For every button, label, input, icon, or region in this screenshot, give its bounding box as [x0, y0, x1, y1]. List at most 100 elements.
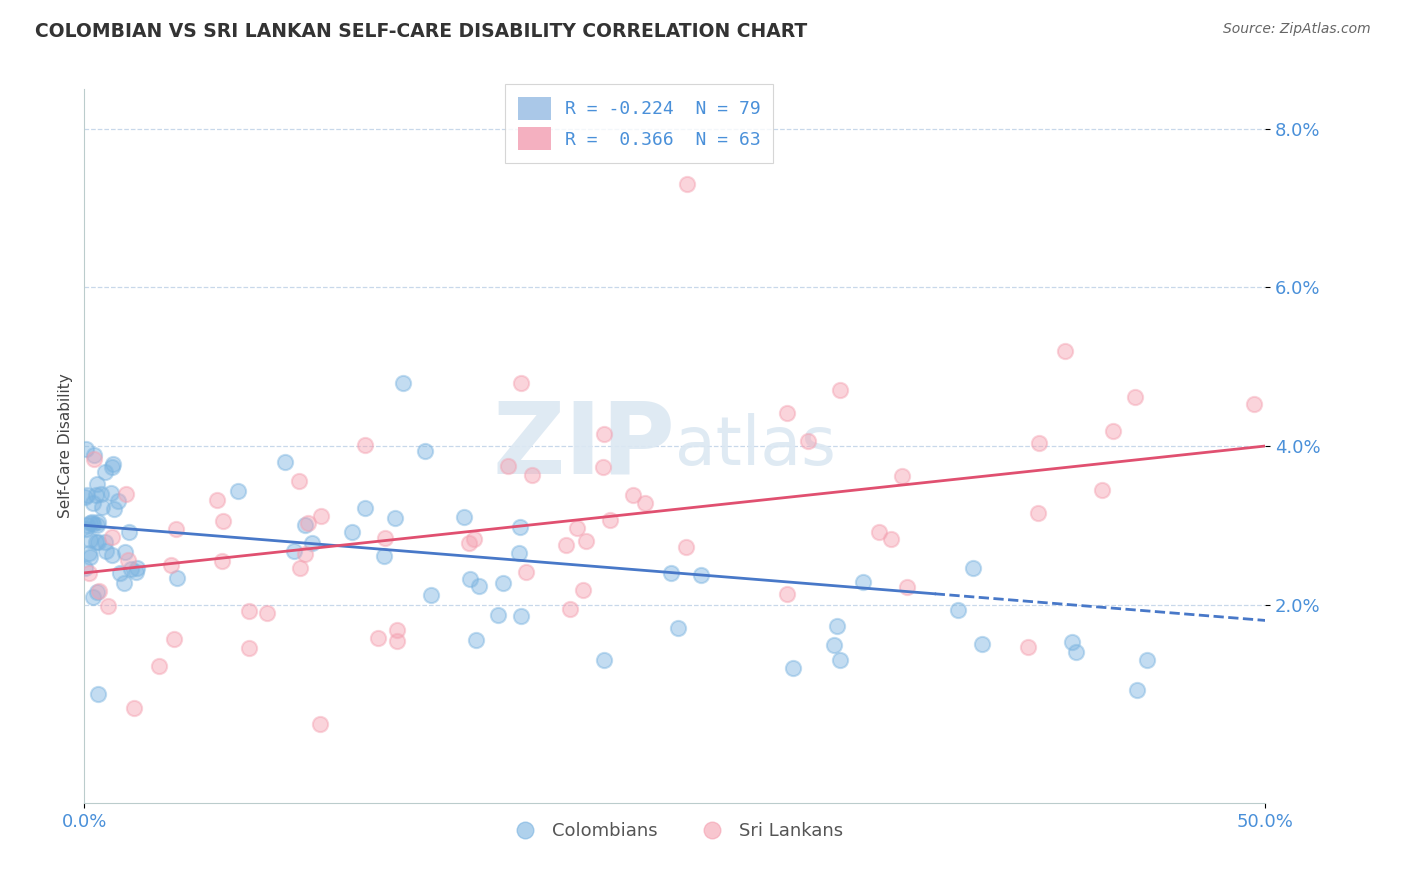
Point	[84, 487, 107, 501]
Point	[79, 516, 101, 531]
Point	[94, 544, 117, 558]
Point	[593, 653, 616, 667]
Text: atlas: atlas	[675, 413, 835, 479]
Point	[274, 455, 297, 469]
Point	[294, 547, 316, 561]
Point	[83, 448, 105, 462]
Point	[82, 590, 104, 604]
Point	[508, 546, 530, 560]
Point	[97, 599, 120, 613]
Point	[367, 631, 389, 645]
Point	[520, 467, 543, 482]
Point	[465, 632, 488, 647]
Point	[1066, 645, 1088, 659]
Point	[468, 578, 491, 592]
Point	[76, 488, 98, 502]
Point	[1062, 635, 1084, 649]
Point	[94, 535, 117, 549]
Point	[118, 524, 141, 539]
Point	[572, 582, 595, 597]
Point	[457, 535, 479, 549]
Point	[852, 574, 875, 589]
Point	[103, 457, 125, 471]
Point	[311, 509, 333, 524]
Point	[488, 608, 510, 623]
Point	[90, 487, 112, 501]
Point	[354, 438, 377, 452]
Point	[1126, 682, 1149, 697]
Point	[125, 565, 148, 579]
Point	[83, 452, 105, 467]
Point	[946, 603, 969, 617]
Point	[122, 701, 145, 715]
Point	[205, 492, 228, 507]
Point	[86, 584, 108, 599]
Point	[86, 477, 108, 491]
Point	[165, 522, 187, 536]
Point	[634, 495, 657, 509]
Point	[297, 516, 319, 531]
Point	[623, 488, 645, 502]
Point	[1243, 397, 1265, 411]
Point	[1091, 483, 1114, 497]
Point	[340, 525, 363, 540]
Point	[86, 687, 108, 701]
Point	[84, 534, 107, 549]
Point	[288, 475, 311, 489]
Point	[301, 536, 323, 550]
Point	[458, 572, 481, 586]
Point	[575, 534, 598, 549]
Point	[160, 558, 183, 572]
Point	[592, 460, 614, 475]
Point	[117, 553, 139, 567]
Point	[114, 545, 136, 559]
Point	[509, 520, 531, 534]
Point	[496, 458, 519, 473]
Point	[374, 531, 396, 545]
Point	[387, 634, 409, 648]
Point	[226, 483, 249, 498]
Point	[290, 561, 312, 575]
Point	[823, 638, 845, 652]
Point	[103, 502, 125, 516]
Point	[891, 469, 914, 483]
Point	[690, 568, 713, 582]
Text: Source: ZipAtlas.com: Source: ZipAtlas.com	[1223, 22, 1371, 37]
Point	[101, 530, 124, 544]
Point	[385, 623, 408, 637]
Point	[776, 587, 799, 601]
Point	[238, 640, 260, 655]
Point	[77, 545, 100, 559]
Point	[896, 580, 918, 594]
Point	[82, 517, 104, 532]
Point	[101, 548, 124, 562]
Y-axis label: Self-Care Disability: Self-Care Disability	[58, 374, 73, 518]
Point	[510, 376, 533, 390]
Point	[107, 494, 129, 508]
Point	[666, 622, 689, 636]
Point	[1123, 390, 1146, 404]
Point	[558, 601, 581, 615]
Point	[112, 575, 135, 590]
Point	[599, 513, 621, 527]
Point	[73, 490, 96, 504]
Point	[384, 511, 406, 525]
Point	[392, 376, 415, 390]
Point	[491, 575, 513, 590]
Point	[309, 716, 332, 731]
Point	[879, 532, 901, 546]
Point	[554, 538, 576, 552]
Point	[212, 514, 235, 528]
Point	[453, 510, 475, 524]
Point	[75, 522, 97, 536]
Point	[1026, 506, 1049, 520]
Point	[82, 495, 104, 509]
Text: COLOMBIAN VS SRI LANKAN SELF-CARE DISABILITY CORRELATION CHART: COLOMBIAN VS SRI LANKAN SELF-CARE DISABI…	[35, 22, 807, 41]
Point	[100, 485, 122, 500]
Point	[294, 517, 316, 532]
Point	[75, 442, 97, 456]
Point	[413, 444, 436, 458]
Point	[101, 460, 124, 475]
Point	[659, 566, 682, 580]
Point	[782, 661, 804, 675]
